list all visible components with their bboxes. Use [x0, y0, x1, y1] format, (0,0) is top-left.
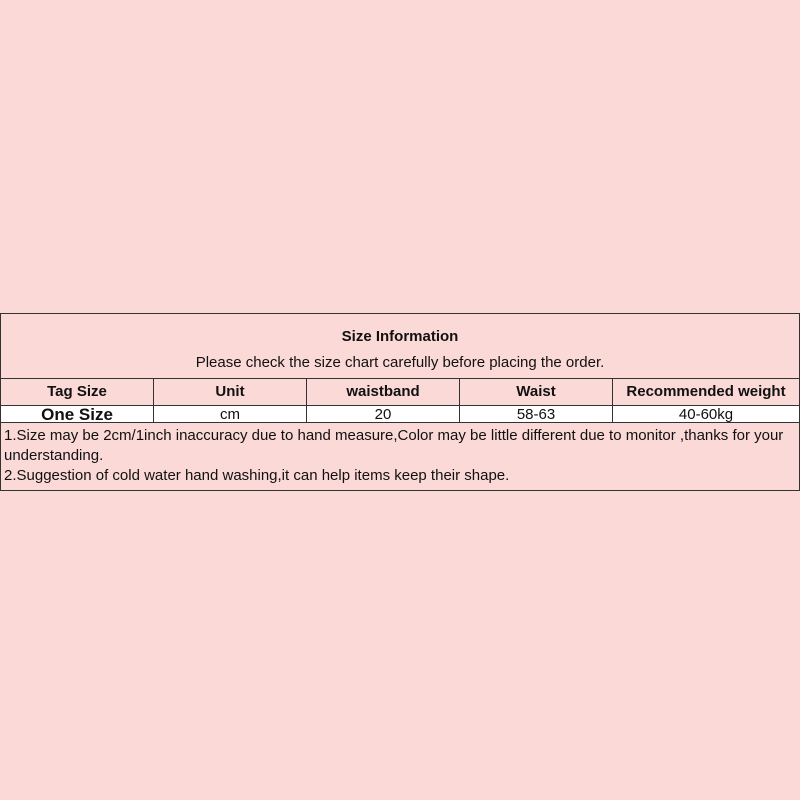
header-cell: Waist: [460, 379, 613, 405]
notes: 1.Size may be 2cm/1inch inaccuracy due t…: [1, 423, 799, 490]
cell: 40-60kg: [678, 406, 734, 423]
header-cell: waistband: [307, 379, 460, 405]
header-cell: Recommended weight: [626, 383, 786, 400]
note-1: 1.Size may be 2cm/1inch inaccuracy due t…: [4, 427, 784, 464]
header-row: Tag Size Unit waistband Waist Recommende…: [1, 379, 799, 406]
note-2: 2.Suggestion of cold water hand washing,…: [4, 467, 510, 484]
table-title: Size Information: [341, 328, 459, 345]
table-title-block: Size Information Please check the size c…: [1, 314, 799, 379]
cell: 20: [307, 406, 460, 422]
cell: 58-63: [460, 406, 613, 422]
header-cell: Tag Size: [1, 379, 154, 405]
cell: One Size: [1, 406, 154, 422]
table-row: One Size cm 20 58-63 40-60kg: [1, 406, 799, 423]
header-cell: Unit: [154, 379, 307, 405]
size-chart-table: Size Information Please check the size c…: [0, 313, 800, 491]
cell: cm: [154, 406, 307, 422]
table-subtitle: Please check the size chart carefully be…: [195, 354, 605, 371]
